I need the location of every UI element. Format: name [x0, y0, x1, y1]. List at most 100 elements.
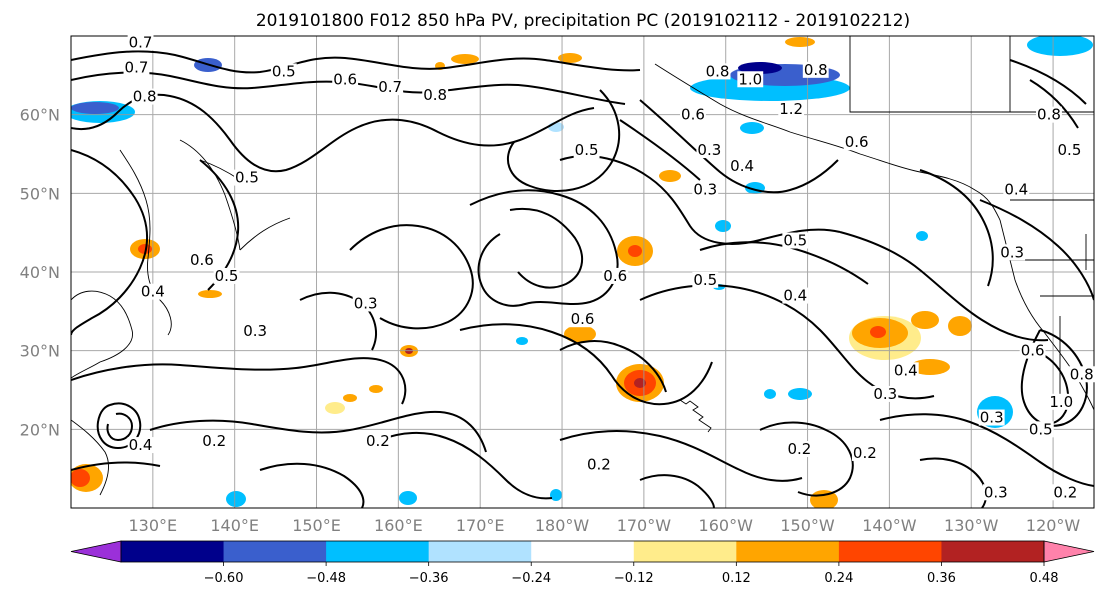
contour-label: 0.5 — [215, 267, 239, 285]
contour-label: 1.2 — [779, 100, 803, 118]
contour-label: 0.4 — [1004, 180, 1028, 198]
contour-label-bg — [786, 441, 813, 457]
colorbar-tick-label: −0.24 — [511, 571, 551, 586]
contour-label: 0.5 — [1029, 420, 1053, 438]
colorbar-tick-label: −0.12 — [614, 571, 654, 586]
contour-labels: 0.70.70.80.5 0.6 0.7 0.80.8 0.81.01.20.60.5 0… — [123, 33, 1095, 501]
contour-label: 1.0 — [738, 70, 762, 88]
contour-label-bg — [1052, 484, 1079, 501]
colorbar-outline — [120, 540, 1045, 563]
contour-label-bg — [364, 433, 391, 450]
contour-label-bg — [872, 385, 899, 402]
colorbar: −0.60 −0.48 −0.36 −0.24 −0.12 0.12 0.24 0.36 0.4… — [70, 540, 1095, 586]
longitude-labels: 130°E 140°E 150°E 160°E 170°E 180°W 170°W 160°W… — [129, 516, 1081, 535]
contour-label: 0.2 — [853, 444, 877, 462]
lat-label: 30°N — [20, 342, 60, 361]
contour-label: 0.3 — [243, 322, 267, 340]
lon-label: 170°E — [456, 516, 505, 535]
contour-label: 0.3 — [697, 141, 721, 159]
colorbar-extend-high — [1043, 540, 1095, 563]
contour-label: 0.3 — [1000, 243, 1024, 261]
contour-label: 0.4 — [783, 287, 807, 305]
contour-label: 0.2 — [1053, 483, 1077, 501]
contour-label-bg — [352, 295, 379, 312]
contour-label-bg — [778, 101, 805, 118]
contour-label: 0.4 — [129, 436, 153, 454]
colorbar-segment — [736, 541, 840, 562]
lat-label: 40°N — [20, 263, 60, 282]
colorbar-segment — [633, 541, 737, 562]
colorbar-tick-label: 0.36 — [927, 571, 956, 586]
contour-label: 0.8 — [1070, 365, 1094, 383]
colorbar-tick-label: 0.12 — [722, 571, 751, 586]
contour-label-bg — [978, 409, 1005, 426]
contour-label-bg — [573, 142, 600, 159]
contour-label: 0.4 — [730, 157, 754, 175]
latitude-labels: 60°N 50°N 40°N 30°N 20°N — [20, 106, 60, 440]
lat-label: 50°N — [20, 184, 60, 203]
contour-label-bg — [127, 34, 154, 51]
contour-label: 0.5 — [1058, 141, 1082, 159]
contour-label: 0.2 — [202, 432, 226, 450]
lon-label: 160°E — [374, 516, 423, 535]
contour-label: 0.4 — [894, 361, 918, 379]
contour-label-bg — [782, 287, 809, 304]
contour-label-bg — [602, 267, 629, 284]
contour-label-bg — [782, 232, 809, 249]
contour-label: 0.6 — [333, 70, 357, 88]
contour-label-bg — [737, 71, 764, 88]
contour-label-bg — [131, 88, 158, 105]
contour-label-bg — [189, 252, 215, 269]
contour-label: 0.5 — [235, 169, 259, 187]
contour-label: 0.5 — [575, 141, 599, 159]
contour-label: 0.5 — [272, 62, 296, 80]
contour-label: 0.4 — [141, 283, 165, 301]
colorbar-segment — [121, 541, 225, 562]
contour-label-bg — [242, 323, 269, 339]
contour-label: 0.8 — [423, 86, 447, 104]
contour-label: 0.6 — [1021, 342, 1045, 360]
lon-label: 140°W — [862, 516, 917, 535]
contour-label-bg — [982, 484, 1009, 501]
contour-label: 0.5 — [693, 271, 717, 289]
contour-label: 0.2 — [587, 456, 611, 474]
contour-label-bg — [270, 63, 297, 80]
lon-label: 150°W — [780, 516, 835, 535]
lon-label: 120°W — [1026, 516, 1081, 535]
contour-label-bg — [139, 283, 166, 300]
contour-label-bg — [1056, 142, 1083, 159]
contour-label: 0.7 — [129, 33, 153, 51]
contour-label-bg — [585, 456, 612, 473]
contour-label-bg — [1003, 181, 1030, 198]
contour-label-bg — [692, 181, 719, 198]
lon-label: 150°E — [292, 516, 341, 535]
contour-label-bg — [1068, 366, 1095, 383]
contour-label-bg — [680, 106, 706, 123]
contour-label-bg — [234, 169, 260, 186]
colorbar-segment — [941, 541, 1045, 562]
contour-label-bg — [1048, 393, 1075, 410]
contour-label-bg — [422, 87, 449, 103]
lon-label: 160°W — [699, 516, 754, 535]
contour-label-bg — [1027, 421, 1054, 438]
contour-label: 0.6 — [603, 267, 627, 285]
lon-label: 180°W — [535, 516, 590, 535]
contour-label-bg — [729, 157, 756, 174]
contour-label-bg — [1036, 106, 1062, 123]
contour-label-bg — [802, 61, 829, 78]
colorbar-segment — [223, 541, 327, 562]
contour-label: 0.3 — [980, 409, 1004, 427]
colorbar-segment — [326, 541, 430, 562]
contour-label: 0.3 — [354, 294, 378, 312]
lon-label: 170°W — [617, 516, 672, 535]
contour-label: 1.0 — [1049, 393, 1073, 411]
colorbar-tick-label: −0.60 — [204, 571, 244, 586]
contour-label-bg — [377, 79, 404, 96]
contour-label-bg — [999, 244, 1026, 261]
contour-label: 0.6 — [681, 106, 705, 124]
contour-label: 0.6 — [571, 310, 595, 328]
contour-label-bg — [696, 142, 723, 159]
contour-label: 0.8 — [1037, 106, 1061, 124]
colorbar-tick-label: −0.36 — [409, 571, 449, 586]
